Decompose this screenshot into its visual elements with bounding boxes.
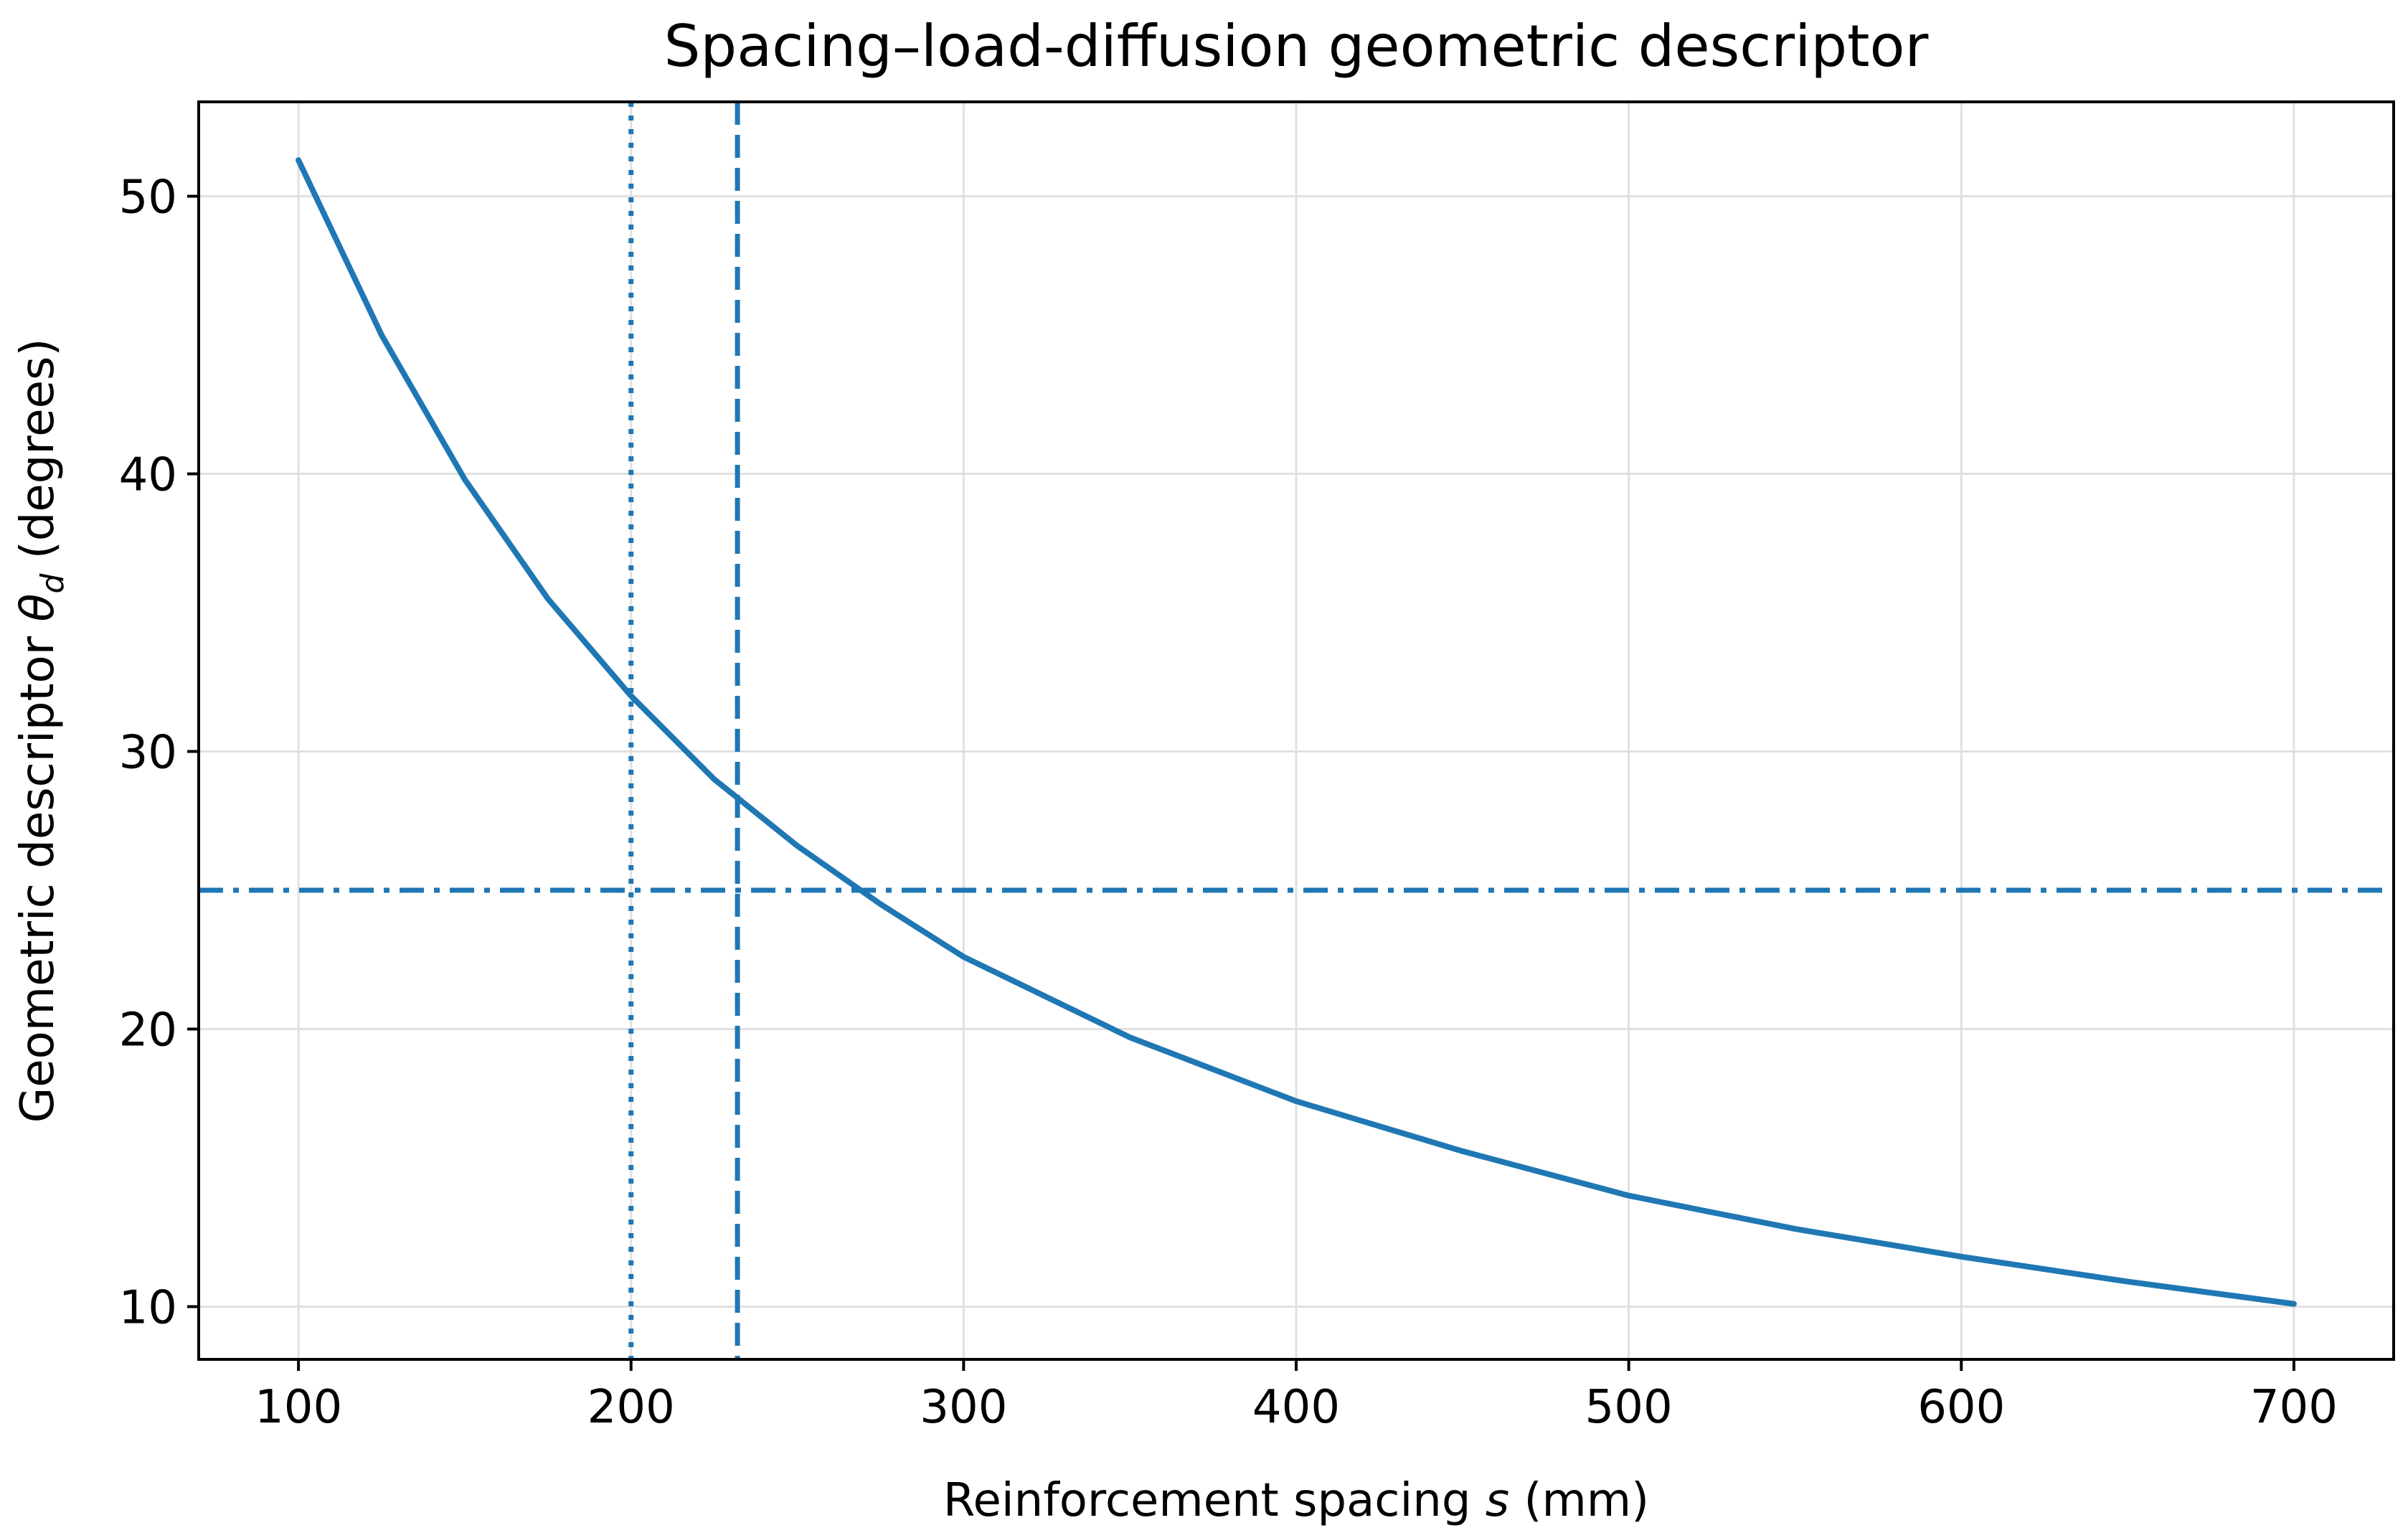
y-axis-label-prefix: Geometric descriptor	[11, 622, 65, 1123]
y-tick-label: 10	[119, 1281, 177, 1334]
x-tick-label: 700	[2250, 1381, 2338, 1434]
x-tick-label: 600	[1917, 1381, 2005, 1434]
x-tick-label: 100	[255, 1381, 342, 1434]
x-axis-label-prefix: Reinforcement spacing	[943, 1474, 1486, 1527]
y-tick-label: 40	[119, 449, 177, 502]
y-tick-label: 30	[119, 727, 177, 780]
y-axis-label-variable: θ	[11, 593, 65, 621]
x-tick-label: 300	[920, 1381, 1007, 1434]
series-line	[296, 157, 2297, 1307]
x-tick-label: 200	[587, 1381, 675, 1434]
x-tick-label: 400	[1252, 1381, 1340, 1434]
y-axis-label-subscript: d	[34, 572, 71, 593]
y-tick-label: 50	[119, 171, 177, 225]
y-tick-label: 20	[119, 1004, 177, 1057]
x-axis-label: Reinforcement spacing s (mm)	[943, 1474, 1649, 1527]
x-tick-label: 500	[1585, 1381, 1673, 1434]
y-axis-label-suffix: (degrees)	[11, 339, 65, 574]
x-axis-label-variable: s	[1486, 1474, 1509, 1527]
series-layer	[296, 157, 2297, 1307]
grid	[199, 102, 2394, 1359]
reference-lines	[199, 102, 2394, 1359]
x-axis-label-suffix: (mm)	[1509, 1474, 1649, 1527]
y-axis-label: Geometric descriptor θd (degrees)	[11, 339, 71, 1123]
chart-title: Spacing–load-diffusion geometric descrip…	[664, 13, 1929, 80]
ticks: 100 200 300 400 500 600 700 10 20 30 40 50	[119, 171, 2338, 1434]
